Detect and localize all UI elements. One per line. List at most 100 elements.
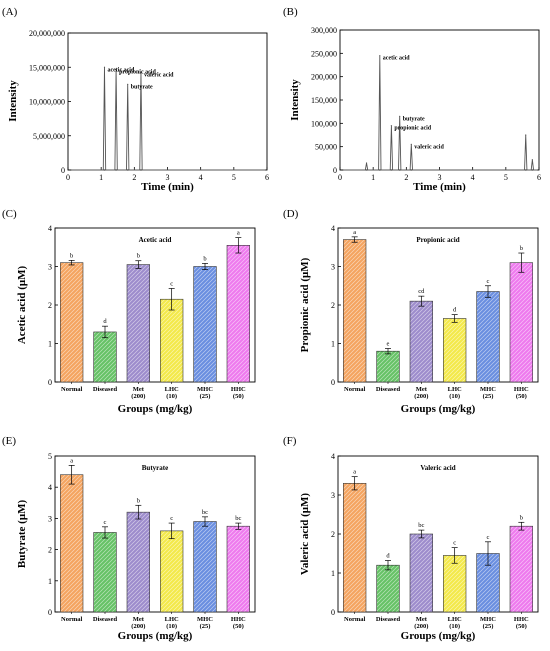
significance-letter: b xyxy=(520,245,523,252)
bar-met xyxy=(126,264,150,383)
peak-apex xyxy=(390,125,393,127)
bar-normal xyxy=(60,474,84,613)
y-axis-title: Intensity xyxy=(289,79,301,121)
y-tick-label: 4 xyxy=(331,452,335,461)
x-tick-label: 5 xyxy=(232,173,236,182)
y-tick-label: 2 xyxy=(48,301,52,310)
significance-letter: a xyxy=(353,229,356,236)
y-tick-label: 50,000 xyxy=(315,143,337,152)
x-category-label: Met xyxy=(416,616,428,623)
x-category-label: LHC xyxy=(165,616,179,623)
panel-letter: (D) xyxy=(283,208,299,220)
x-category-label: (10) xyxy=(166,393,177,400)
x-category-label: (10) xyxy=(166,623,177,630)
y-tick-label: 4 xyxy=(331,224,335,233)
x-tick-label: 6 xyxy=(537,173,541,182)
x-tick-label: 5 xyxy=(504,173,508,182)
plot-frame xyxy=(337,455,539,613)
significance-letter: a xyxy=(237,230,240,237)
y-tick-label: 3 xyxy=(331,263,335,272)
y-tick-label: 2 xyxy=(48,546,52,555)
panel-letter: (E) xyxy=(2,435,16,447)
significance-letter: c xyxy=(453,540,456,547)
significance-letter: bc xyxy=(235,515,241,522)
significance-letter: b xyxy=(137,497,140,504)
y-axis-title: Intensity xyxy=(7,80,19,122)
panel-letter: (F) xyxy=(283,435,297,447)
bar-mhc xyxy=(193,266,217,383)
x-category-label: (200) xyxy=(414,623,428,630)
x-category-label: MHC xyxy=(197,386,213,393)
x-category-label: Normal xyxy=(61,616,82,623)
x-category-label: MHC xyxy=(197,616,213,623)
panel-a: (A) 0 5,000,000 10,000,000 15,000,000 20,000,… xyxy=(2,6,269,193)
plot-frame xyxy=(54,455,256,613)
bar-mhc xyxy=(193,521,217,613)
significance-letter: d xyxy=(386,553,390,560)
y-tick-label: 3 xyxy=(48,263,52,272)
bar-normal xyxy=(343,482,367,613)
x-category-label: (25) xyxy=(483,393,494,400)
significance-letter: a xyxy=(70,457,73,464)
peak-apex xyxy=(525,134,527,136)
bar-hhc xyxy=(226,525,250,613)
peak-apex xyxy=(410,143,412,145)
y-tick-label: 1 xyxy=(48,340,52,349)
y-tick-label: 2 xyxy=(331,530,335,539)
chart-title: Propionic acid xyxy=(416,236,459,244)
bar-met xyxy=(409,533,433,613)
peak-label: valeric acid xyxy=(144,73,174,79)
x-category-label: (25) xyxy=(200,393,211,400)
bar-lhc xyxy=(443,318,467,383)
y-axis-title: Valeric acid (μM) xyxy=(299,493,311,576)
x-axis-title: Time (min) xyxy=(413,181,466,193)
x-category-label: Met xyxy=(133,616,145,623)
bar-diseased xyxy=(93,331,117,383)
peak-apex xyxy=(127,83,129,85)
bar-hhc xyxy=(509,525,533,613)
x-tick-label: 3 xyxy=(438,173,442,182)
peak-apex xyxy=(399,115,401,117)
x-category-label: (200) xyxy=(414,393,428,400)
x-axis-title: Groups (mg/kg) xyxy=(401,630,476,642)
bar-lhc xyxy=(443,555,467,613)
bar-lhc xyxy=(160,298,184,383)
bar-diseased xyxy=(376,350,400,383)
y-tick-label: 3 xyxy=(331,491,335,500)
bar-met xyxy=(126,511,150,613)
x-tick-label: 4 xyxy=(471,173,475,182)
peak-label: valeric acid xyxy=(414,144,444,150)
y-tick-label: 0 xyxy=(61,166,65,175)
peak-apex xyxy=(103,66,106,68)
y-tick-label: 0 xyxy=(333,166,337,175)
x-category-label: (10) xyxy=(449,393,460,400)
x-category-label: MHC xyxy=(480,616,496,623)
y-tick-label: 1 xyxy=(331,569,335,578)
y-tick-label: 15,000,000 xyxy=(29,63,65,72)
x-category-label: (50) xyxy=(233,393,244,400)
x-axis-title: Groups (mg/kg) xyxy=(118,630,193,642)
x-category-label: Diseased xyxy=(93,616,118,623)
chart-title: Acetic acid xyxy=(139,236,172,244)
peak-label: butyrate xyxy=(403,116,425,122)
y-axis-title: Acetic acid (μM) xyxy=(16,266,28,345)
peak-apex xyxy=(115,68,117,70)
x-category-label: HHC xyxy=(231,616,246,623)
panel-e: (E) 0 1 2 3 4 5 Butyrate (μM) Groups (mg/kg) Buty… xyxy=(2,435,256,642)
peak-label: propionic acid xyxy=(394,126,431,132)
x-tick-label: 1 xyxy=(99,173,103,182)
significance-letter: c xyxy=(487,278,490,285)
significance-letter: b xyxy=(137,253,140,260)
y-tick-label: 10,000,000 xyxy=(29,98,65,107)
y-tick-label: 150,000 xyxy=(311,96,337,105)
x-tick-label: 0 xyxy=(338,173,342,182)
x-category-label: Diseased xyxy=(376,386,401,393)
x-tick-label: 3 xyxy=(166,173,170,182)
x-category-label: LHC xyxy=(165,386,179,393)
plot-frame xyxy=(67,32,268,171)
y-tick-label: 250,000 xyxy=(311,49,337,58)
x-tick-label: 1 xyxy=(371,173,375,182)
x-category-label: LHC xyxy=(448,616,462,623)
y-tick-label: 5,000,000 xyxy=(33,132,65,141)
significance-letter: b xyxy=(520,514,523,521)
